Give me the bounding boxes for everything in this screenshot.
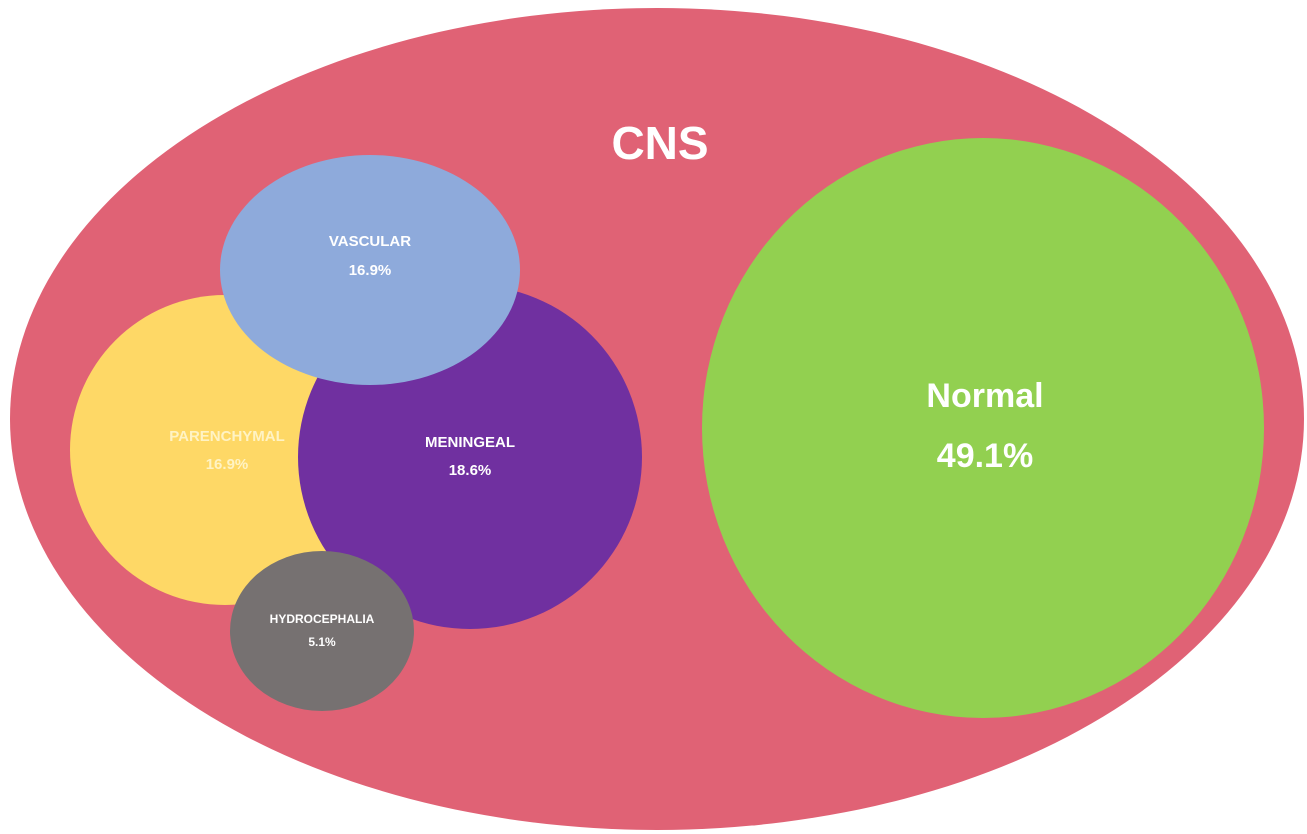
hydrocephalia-value: 5.1% [308, 635, 336, 649]
cns-title: CNS [611, 117, 708, 169]
meningeal-value: 18.6% [449, 462, 492, 479]
vascular-label: VASCULAR [329, 233, 411, 250]
vascular-value: 16.9% [349, 262, 392, 279]
meningeal-label: MENINGEAL [425, 434, 515, 451]
vascular-bubble [220, 155, 520, 385]
parenchymal-label: PARENCHYMAL [169, 428, 285, 445]
normal-value: 49.1% [937, 437, 1033, 475]
hydrocephalia-bubble [230, 551, 414, 711]
normal-bubble [702, 138, 1264, 718]
hydrocephalia-label: HYDROCEPHALIA [270, 612, 375, 626]
normal-label: Normal [926, 377, 1043, 415]
parenchymal-value: 16.9% [206, 456, 249, 473]
